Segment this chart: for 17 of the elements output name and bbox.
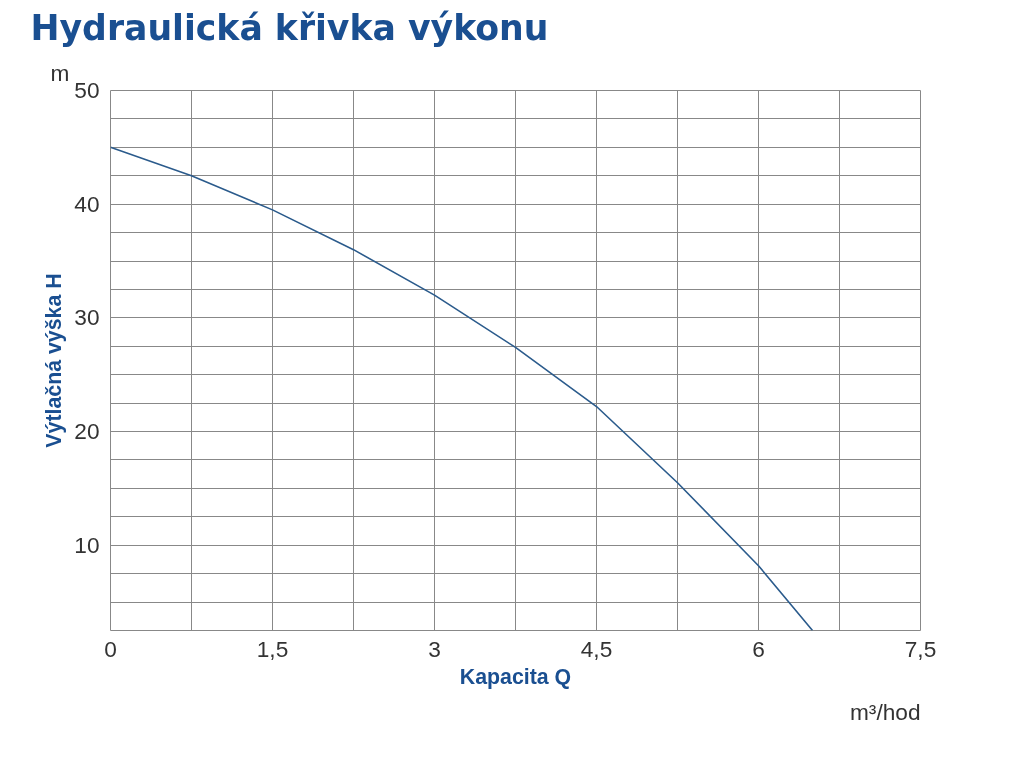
x-tick-label: 3 <box>428 635 441 662</box>
y-tick-label: 10 <box>74 531 100 558</box>
chart-title: Hydraulická křivka výkonu <box>30 7 549 48</box>
x-tick-label: 6 <box>752 635 765 662</box>
y-tick-label: 20 <box>74 418 100 445</box>
x-tick-label: 0 <box>104 635 117 662</box>
x-tick-label: 4,5 <box>580 635 613 662</box>
x-tick-label: 7,5 <box>904 635 937 662</box>
text: m <box>50 59 70 86</box>
y-tick-label: 30 <box>74 304 100 331</box>
y-axis-title: Výtlačná výška H <box>42 273 67 448</box>
line-series <box>110 146 814 631</box>
y-tick-label: 40 <box>74 190 100 217</box>
y-tick-label: 50 <box>74 77 100 103</box>
x-axis-title: Kapacita Q <box>459 664 572 689</box>
text: m³/hod <box>849 698 921 725</box>
x-tick-label: 1,5 <box>256 635 289 662</box>
